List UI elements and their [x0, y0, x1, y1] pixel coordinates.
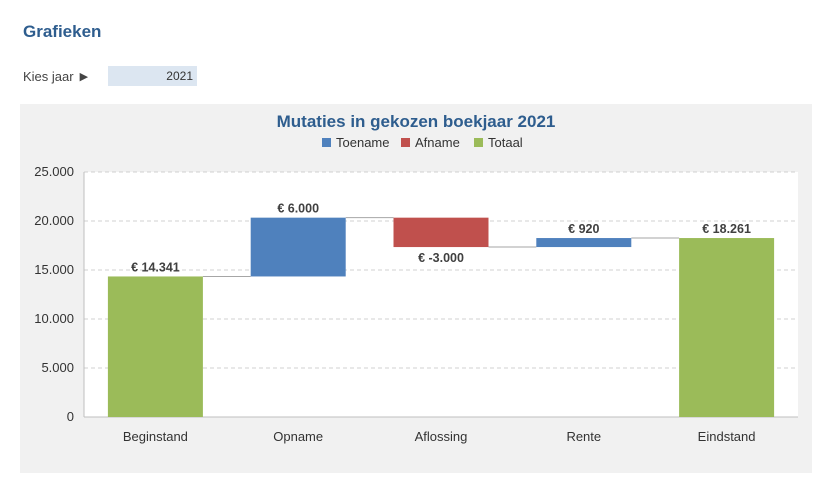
data-label-eindstand: € 18.261 [702, 222, 751, 236]
bar-opname [250, 217, 346, 277]
y-tick-label: 0 [67, 409, 74, 424]
chart-legend: Toename Afname Totaal [322, 135, 523, 150]
data-label-rente: € 920 [568, 222, 599, 236]
y-tick-label: 25.000 [34, 164, 74, 179]
category-label-opname: Opname [273, 429, 323, 444]
year-label: Kies jaar [23, 68, 74, 84]
y-axis-ticks: 0 5.000 10.000 15.000 20.000 25.000 [34, 164, 74, 424]
legend-swatch-afname [401, 138, 410, 147]
data-label-beginstand: € 14.341 [131, 260, 180, 274]
chart-title: Mutaties in gekozen boekjaar 2021 [277, 112, 556, 131]
legend-swatch-totaal [474, 138, 483, 147]
y-tick-label: 5.000 [41, 360, 74, 375]
page-title: Grafieken [23, 22, 102, 41]
y-tick-label: 20.000 [34, 213, 74, 228]
bars [107, 217, 775, 417]
plot-area [84, 172, 798, 417]
legend-swatch-toename [322, 138, 331, 147]
data-label-opname: € 6.000 [277, 202, 319, 216]
bar-aflossing [393, 217, 489, 248]
category-label-rente: Rente [566, 429, 601, 444]
chart-panel: Mutaties in gekozen boekjaar 2021 Toenam… [20, 104, 812, 473]
waterfall-chart: Mutaties in gekozen boekjaar 2021 Toenam… [34, 112, 798, 444]
category-label-beginstand: Beginstand [123, 429, 188, 444]
category-label-eindstand: Eindstand [698, 429, 756, 444]
play-arrow-icon: ▶ [79, 70, 89, 83]
grid-lines [83, 171, 798, 418]
year-selector: Kies jaar ▶ 2021 [23, 66, 197, 86]
data-labels: € 14.341 € 6.000 € -3.000 € 920 € 18.261 [131, 202, 751, 275]
y-tick-label: 10.000 [34, 311, 74, 326]
y-tick-label: 15.000 [34, 262, 74, 277]
category-label-aflossing: Aflossing [415, 429, 468, 444]
legend-label-afname: Afname [415, 135, 460, 150]
bar-beginstand [107, 276, 203, 417]
data-label-aflossing: € -3.000 [418, 251, 464, 265]
legend-label-toename: Toename [336, 135, 389, 150]
year-input[interactable]: 2021 [108, 66, 197, 86]
bar-eindstand [679, 238, 775, 417]
x-axis-categories: Beginstand Opname Aflossing Rente Eindstand [123, 429, 756, 444]
connector-lines [202, 217, 680, 277]
legend-label-totaal: Totaal [488, 135, 523, 150]
bar-rente [536, 238, 632, 248]
